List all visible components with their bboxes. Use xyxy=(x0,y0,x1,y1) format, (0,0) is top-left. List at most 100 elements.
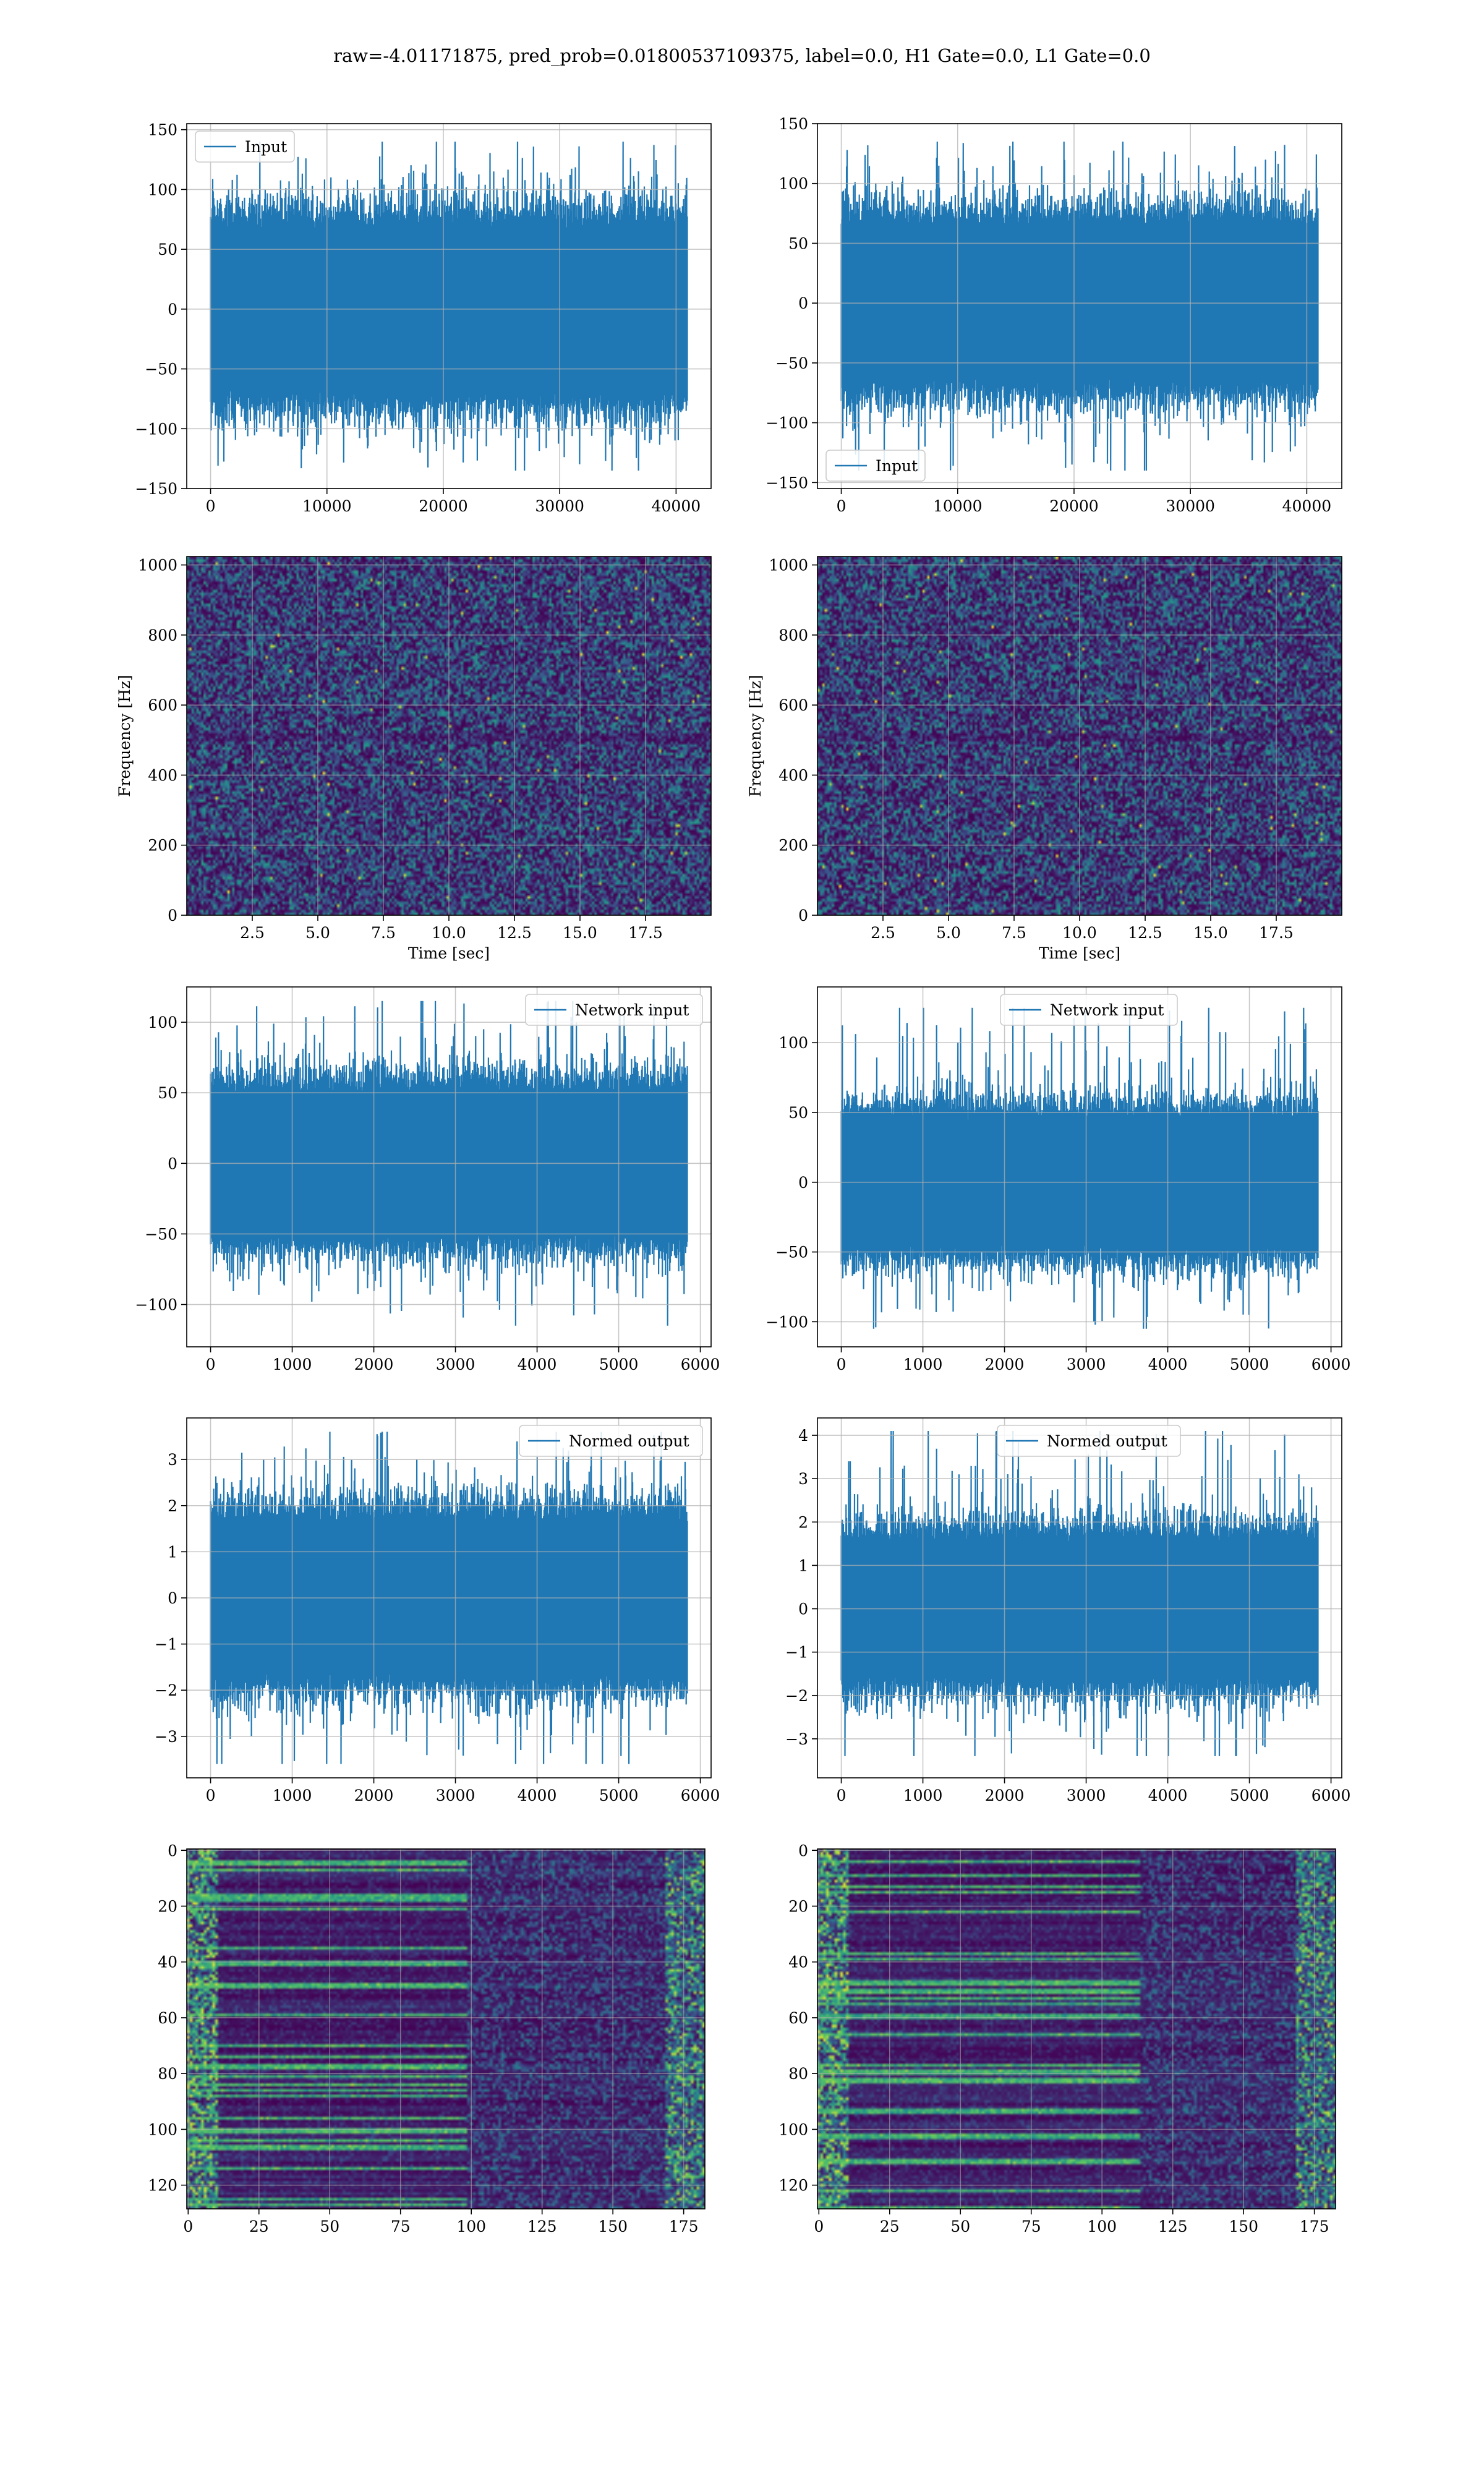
x-tick-label: 15.0 xyxy=(1193,924,1228,942)
x-tick-label: 125 xyxy=(527,2218,557,2235)
y-tick-label: 150 xyxy=(778,115,808,133)
legend-label: Input xyxy=(245,138,287,156)
x-tick-label: 10.0 xyxy=(432,924,466,942)
y-tick-label: 0 xyxy=(168,907,177,924)
axes-feature-map-left: 0 25 50 75 100 125 150 175 0 20 40 60 80 100 120 xyxy=(148,1842,706,2235)
y-tick-label: 120 xyxy=(778,2177,808,2195)
plot-content xyxy=(210,1432,688,1764)
x-tick-label: 1000 xyxy=(903,1787,943,1804)
legend-box xyxy=(1000,994,1178,1026)
axes-frame xyxy=(817,986,1342,1347)
y-tick-label: −50 xyxy=(775,1244,808,1261)
x-tick-label: 125 xyxy=(1158,2218,1188,2235)
axes-network-input-left: 0 1000 2000 3000 4000 5000 6000 −100 −50 0 50 100 Ne… xyxy=(135,986,720,1373)
x-tick-label: 50 xyxy=(320,2218,339,2235)
y-tick-label: 2 xyxy=(168,1497,177,1515)
x-tick-label: 5000 xyxy=(599,1787,639,1804)
y-tick-label: −100 xyxy=(765,414,808,432)
x-tick-label: 0 xyxy=(206,1787,216,1804)
x-tick-label: 50 xyxy=(950,2218,970,2235)
y-tick-label: 0 xyxy=(798,294,808,312)
x-tick-label: 175 xyxy=(1300,2218,1329,2235)
legend-box xyxy=(195,130,295,163)
axes-normed-output-right: 0 1000 2000 3000 4000 5000 6000 −3 −2 −1 0 1 2 3 4 Norm… xyxy=(785,1417,1350,1804)
y-tick-label: 1000 xyxy=(769,557,808,574)
x-tick-label: 6000 xyxy=(681,1787,720,1804)
x-tick-label: 75 xyxy=(1021,2218,1041,2235)
axes-frame xyxy=(186,123,712,489)
x-tick-label: 30000 xyxy=(1166,497,1215,515)
axes-normed-output-left: 0 1000 2000 3000 4000 5000 6000 −3 −2 −1 0 1 2 3 Norme… xyxy=(155,1417,720,1804)
x-axis-label: Time [sec] xyxy=(1039,944,1120,962)
x-tick-label: 2000 xyxy=(985,1355,1025,1373)
y-tick-label: 60 xyxy=(158,2009,177,2027)
axes-frame xyxy=(186,1848,706,2209)
x-tick-label: 150 xyxy=(1229,2218,1258,2235)
y-tick-label: −50 xyxy=(775,354,808,372)
x-tick-label: 17.5 xyxy=(628,924,663,942)
y-tick-label: 80 xyxy=(158,2065,177,2083)
y-tick-label: 100 xyxy=(778,175,808,193)
x-tick-label: 2.5 xyxy=(871,924,895,942)
y-tick-label: 800 xyxy=(778,626,808,644)
series-line-normed-output xyxy=(210,1432,688,1764)
x-tick-label: 5000 xyxy=(1230,1355,1269,1373)
y-tick-label: 40 xyxy=(788,1953,808,1971)
plot-content xyxy=(210,141,688,471)
y-tick-label: 80 xyxy=(788,2065,808,2083)
x-tick-label: 25 xyxy=(249,2218,269,2235)
series-line-network-input xyxy=(210,1001,688,1326)
x-tick-label: 3000 xyxy=(1067,1787,1106,1804)
legend: Normed output xyxy=(519,1425,703,1457)
legend-label: Normed output xyxy=(569,1432,689,1450)
x-tick-label: 12.5 xyxy=(1128,924,1162,942)
x-tick-label: 175 xyxy=(669,2218,699,2235)
x-tick-label: 100 xyxy=(1087,2218,1117,2235)
heatmap-image xyxy=(187,1849,705,2209)
x-tick-label: 75 xyxy=(391,2218,411,2235)
x-tick-label: 100 xyxy=(456,2218,486,2235)
y-tick-label: 0 xyxy=(798,1600,808,1618)
x-tick-label: 12.5 xyxy=(497,924,532,942)
y-tick-label: 0 xyxy=(168,301,177,318)
y-tick-label: −3 xyxy=(785,1730,808,1748)
y-tick-label: −50 xyxy=(145,361,177,378)
y-tick-label: 20 xyxy=(788,1897,808,1915)
x-tick-label: 15.0 xyxy=(563,924,597,942)
y-tick-label: −150 xyxy=(765,474,808,492)
x-tick-label: 0 xyxy=(837,1787,846,1804)
y-tick-label: −100 xyxy=(135,1296,177,1314)
plot-content xyxy=(187,1849,705,2209)
series-line-input xyxy=(840,141,1319,471)
y-tick-label: 0 xyxy=(798,1842,808,1859)
y-tick-label: 0 xyxy=(798,1174,808,1192)
x-tick-label: 20000 xyxy=(419,497,468,515)
x-tick-label: 7.5 xyxy=(371,924,396,942)
x-tick-label: 10.0 xyxy=(1062,924,1097,942)
y-tick-label: 4 xyxy=(798,1427,808,1445)
axes-frame xyxy=(817,1417,1342,1778)
y-tick-label: 200 xyxy=(148,837,177,855)
x-tick-label: 25 xyxy=(880,2218,900,2235)
y-tick-label: 1000 xyxy=(138,557,177,574)
y-tick-label: 120 xyxy=(148,2177,177,2195)
plot-content xyxy=(840,1007,1319,1329)
y-tick-label: −1 xyxy=(785,1644,808,1662)
x-tick-label: 3000 xyxy=(436,1787,475,1804)
legend: Network input xyxy=(1000,994,1178,1026)
y-tick-label: −100 xyxy=(135,420,177,438)
legend-box xyxy=(997,1425,1181,1457)
y-tick-label: 0 xyxy=(168,1842,177,1859)
x-axis-label: Time [sec] xyxy=(408,944,490,962)
legend: Input xyxy=(825,450,926,482)
y-tick-label: 100 xyxy=(778,2120,808,2138)
x-tick-label: 0 xyxy=(183,2218,193,2235)
y-tick-label: −2 xyxy=(785,1687,808,1705)
legend-box xyxy=(525,994,703,1026)
y-tick-label: 400 xyxy=(148,766,177,784)
y-tick-label: 3 xyxy=(798,1470,808,1488)
y-tick-label: 3 xyxy=(168,1451,177,1469)
y-tick-label: −1 xyxy=(155,1636,177,1654)
x-tick-label: 1000 xyxy=(273,1787,312,1804)
y-tick-label: 0 xyxy=(168,1589,177,1607)
